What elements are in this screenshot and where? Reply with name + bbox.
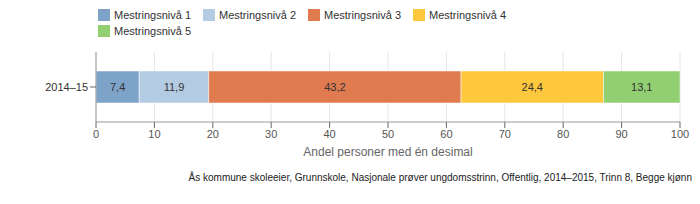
svg-text:100: 100 <box>671 128 689 140</box>
svg-text:40: 40 <box>323 128 335 140</box>
svg-text:Andel personer med én desimal: Andel personer med én desimal <box>303 145 472 158</box>
html-text:Mestringsnivå 2: Mestringsnivå 2 <box>219 9 296 21</box>
html-text:Mestringsnivå 1: Mestringsnivå 1 <box>114 9 191 21</box>
html-text:Mestringsnivå 4: Mestringsnivå 4 <box>429 9 506 21</box>
svg-text:20: 20 <box>207 128 219 140</box>
html-text:Mestringsnivå 5: Mestringsnivå 5 <box>114 25 191 37</box>
svg-text:80: 80 <box>557 128 569 140</box>
svg-text:10: 10 <box>148 128 160 140</box>
svg-text:30: 30 <box>265 128 277 140</box>
svg-text:13,1: 13,1 <box>631 81 652 93</box>
svg-text:11,9: 11,9 <box>164 81 185 93</box>
svg-text:7,4: 7,4 <box>110 81 125 93</box>
html-text:Mestringsnivå 3: Mestringsnivå 3 <box>324 9 401 21</box>
svg-text:24,4: 24,4 <box>522 81 543 93</box>
svg-text:43,2: 43,2 <box>324 81 345 93</box>
svg-text:0: 0 <box>93 128 99 140</box>
svg-text:50: 50 <box>382 128 394 140</box>
svg-text:2014–15: 2014–15 <box>45 81 88 93</box>
svg-text:90: 90 <box>615 128 627 140</box>
html-text:Ås kommune skoleeier, Grunnsko: Ås kommune skoleeier, Grunnskole, Nasjon… <box>188 172 692 183</box>
svg-text:60: 60 <box>440 128 452 140</box>
svg-text:70: 70 <box>499 128 511 140</box>
